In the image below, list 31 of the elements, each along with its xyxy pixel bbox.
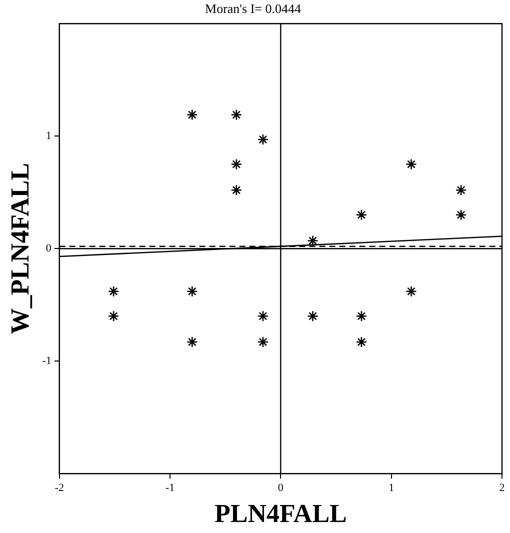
chart-title: Moran's I= 0.0444 [205,1,302,16]
point [230,109,242,120]
point [455,184,467,196]
y-tick-label: 0 [46,242,52,254]
y-axis-title: W_PLN4FALL [5,162,34,334]
point [230,158,242,170]
point [257,134,269,146]
y-tick-label: -1 [42,354,52,367]
y-tick-label: 1 [46,130,52,142]
point [108,310,120,322]
point [307,235,318,246]
point [108,286,120,297]
x-axis-title: PLN4FALL [214,499,347,528]
point [455,209,467,220]
point [406,158,417,170]
point [406,286,417,297]
point [356,209,368,220]
point [230,184,242,196]
point [356,310,368,322]
point [186,109,198,120]
x-tick-label: -2 [54,482,64,494]
x-tick-label: 2 [499,482,505,494]
point [307,310,318,322]
x-tick-label: 0 [278,482,284,494]
point [257,336,269,348]
point [186,336,198,348]
x-tick-label: -1 [165,482,175,494]
point [186,286,198,297]
point [257,310,269,322]
x-tick-label: 1 [388,482,394,494]
point [356,336,368,348]
